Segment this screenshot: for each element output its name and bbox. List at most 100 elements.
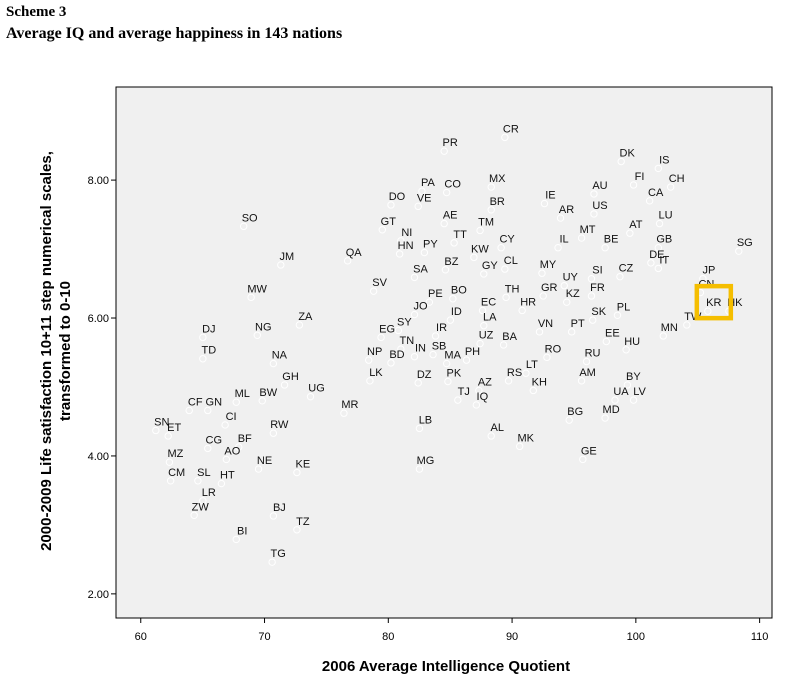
point-marker: [735, 247, 743, 255]
point-label-gy: GY: [482, 260, 499, 272]
point-label-ht: HT: [220, 470, 235, 482]
point-label-sy: SY: [397, 316, 412, 328]
point-marker: [414, 202, 422, 211]
point-label-au: AU: [592, 180, 607, 192]
point-label-pt: PT: [571, 318, 585, 330]
point-label-mr: MR: [341, 399, 358, 411]
point-marker: [497, 244, 505, 252]
point-marker: [222, 455, 231, 464]
point-marker: [442, 188, 451, 197]
point-label-pr: PR: [443, 137, 458, 149]
point-marker: [565, 416, 573, 424]
point-marker: [449, 295, 457, 303]
point-label-ba: BA: [502, 331, 517, 343]
point-marker: [539, 292, 547, 300]
point-label-ae: AE: [443, 210, 458, 222]
point-label-az: AZ: [478, 376, 492, 388]
point-label-ve: VE: [417, 192, 432, 204]
point-label-bz: BZ: [444, 256, 458, 268]
point-label-ua: UA: [613, 386, 629, 398]
point-label-jo: JO: [413, 301, 428, 313]
point-label-ro: RO: [545, 343, 562, 355]
point-marker: [420, 248, 429, 257]
point-marker: [611, 396, 619, 404]
point-label-na: NA: [272, 350, 288, 362]
point-marker: [616, 272, 624, 281]
point-label-br: BR: [490, 196, 505, 208]
point-marker: [397, 345, 405, 353]
point-label-bd: BD: [389, 349, 404, 361]
point-marker: [221, 421, 229, 429]
point-marker: [410, 352, 419, 361]
point-label-ni: NI: [401, 227, 412, 239]
point-label-sa: SA: [413, 263, 428, 275]
point-marker: [480, 270, 488, 278]
point-label-mt: MT: [580, 224, 596, 236]
point-marker: [515, 442, 524, 451]
point-marker: [166, 477, 175, 485]
point-marker: [185, 406, 193, 415]
point-label-al: AL: [490, 422, 503, 434]
point-label-la: LA: [483, 312, 497, 324]
point-label-ml: ML: [235, 388, 250, 400]
point-marker: [258, 397, 266, 405]
point-marker: [504, 377, 513, 385]
point-label-fr: FR: [590, 282, 605, 294]
point-label-mk: MK: [517, 432, 534, 444]
point-label-gn: GN: [206, 396, 223, 408]
point-label-sn: SN: [154, 416, 169, 428]
point-label-np: NP: [367, 346, 382, 358]
point-marker: [470, 253, 478, 262]
point-label-cm: CM: [168, 467, 185, 479]
point-marker: [535, 328, 544, 336]
plot-area: [115, 86, 773, 619]
point-label-id: ID: [451, 306, 462, 318]
point-marker: [567, 328, 576, 336]
point-marker: [340, 409, 348, 417]
point-marker: [613, 311, 622, 319]
point-label-iq: IQ: [477, 391, 489, 403]
figure-title: Average IQ and average happiness in 143 …: [6, 25, 343, 42]
point-label-md: MD: [603, 404, 620, 416]
point-marker: [502, 293, 510, 302]
point-label-gr: GR: [541, 282, 558, 294]
point-label-rs: RS: [507, 367, 522, 379]
point-label-za: ZA: [298, 311, 313, 323]
point-marker: [217, 479, 226, 488]
point-label-be: BE: [604, 234, 619, 246]
point-marker: [556, 214, 565, 222]
point-label-hn: HN: [398, 240, 414, 252]
point-marker: [254, 465, 263, 473]
point-label-dz: DZ: [417, 369, 432, 381]
point-marker: [247, 293, 255, 302]
point-label-at: AT: [629, 219, 643, 231]
point-marker: [529, 386, 538, 395]
point-label-cy: CY: [499, 234, 515, 246]
point-marker: [683, 321, 691, 329]
y-axis-title-line2: transformed to 0-10: [57, 281, 74, 421]
point-labels: PR CR DK IS FI CH PA CO MX AU CA DO VE BR IE US AR LU SO GT…: [154, 123, 753, 560]
point-label-lb: LB: [419, 414, 432, 426]
x-tick-label: 100: [627, 631, 645, 643]
point-marker: [579, 455, 587, 464]
point-marker: [293, 526, 301, 534]
point-label-ca: CA: [648, 187, 664, 199]
point-marker: [487, 183, 495, 191]
point-label-my: MY: [540, 259, 557, 271]
point-marker: [306, 392, 315, 401]
point-label-sb: SB: [432, 341, 447, 353]
point-label-cf: CF: [188, 396, 203, 408]
point-label-lv: LV: [633, 386, 646, 398]
point-label-ir: IR: [436, 322, 447, 334]
point-marker: [654, 164, 663, 173]
x-tick-label: 90: [506, 631, 518, 643]
point-label-gb: GB: [656, 234, 672, 246]
point-marker: [232, 398, 240, 406]
point-marker: [704, 307, 712, 315]
point-marker: [165, 458, 174, 466]
point-marker: [378, 226, 387, 234]
x-tick-label: 70: [258, 631, 270, 643]
point-marker: [543, 353, 551, 362]
point-marker: [626, 229, 634, 237]
